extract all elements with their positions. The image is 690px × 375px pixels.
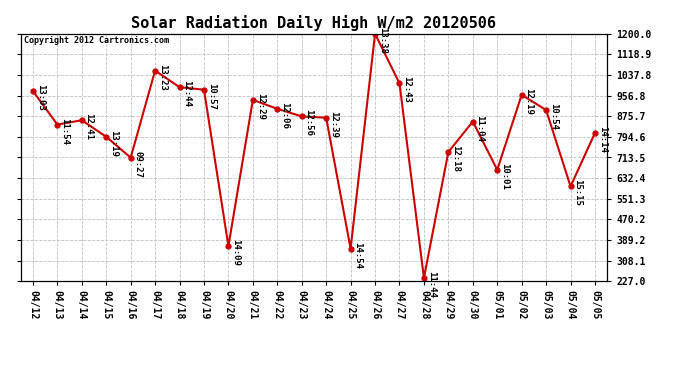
Text: 13:38: 13:38	[378, 27, 387, 54]
Text: 11:44: 11:44	[426, 271, 435, 298]
Text: 12:41: 12:41	[85, 113, 94, 140]
Text: 13:23: 13:23	[158, 64, 167, 91]
Text: 12:43: 12:43	[402, 76, 411, 103]
Text: Copyright 2012 Cartronics.com: Copyright 2012 Cartronics.com	[23, 36, 168, 45]
Text: 10:54: 10:54	[549, 103, 558, 130]
Text: 10:01: 10:01	[500, 163, 509, 190]
Text: 12:39: 12:39	[329, 111, 338, 138]
Text: 11:54: 11:54	[60, 118, 69, 144]
Text: 12:18: 12:18	[451, 145, 460, 172]
Title: Solar Radiation Daily High W/m2 20120506: Solar Radiation Daily High W/m2 20120506	[132, 15, 496, 31]
Text: 14:54: 14:54	[353, 242, 362, 268]
Text: 13:19: 13:19	[109, 130, 118, 157]
Text: 12:44: 12:44	[182, 80, 191, 107]
Text: 12:29: 12:29	[255, 93, 265, 120]
Text: 14:09: 14:09	[231, 239, 240, 266]
Text: 13:03: 13:03	[36, 84, 45, 111]
Text: 10:57: 10:57	[207, 83, 216, 110]
Text: 15:15: 15:15	[573, 179, 582, 206]
Text: 12:19: 12:19	[524, 88, 533, 115]
Text: 09:27: 09:27	[133, 151, 142, 177]
Text: 12:56: 12:56	[304, 110, 313, 136]
Text: 11:04: 11:04	[475, 114, 484, 141]
Text: 12:06: 12:06	[280, 102, 289, 129]
Text: 14:14: 14:14	[598, 126, 607, 153]
